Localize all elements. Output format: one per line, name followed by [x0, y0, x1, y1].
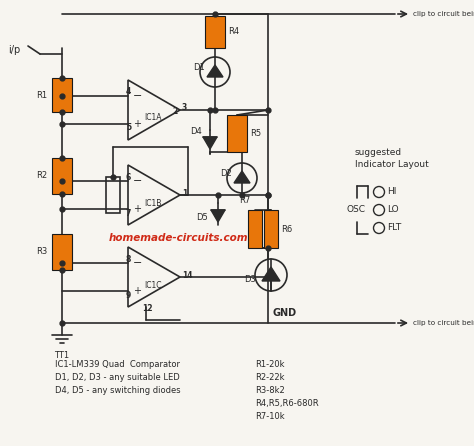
Text: D2: D2 — [220, 169, 232, 178]
Text: R2-22k: R2-22k — [255, 373, 284, 382]
Text: −: − — [133, 91, 142, 101]
Text: R6: R6 — [281, 224, 292, 234]
Text: 3: 3 — [182, 103, 187, 112]
Bar — [264, 210, 278, 248]
Polygon shape — [234, 171, 250, 183]
Text: R1: R1 — [36, 91, 47, 99]
Text: 2: 2 — [172, 107, 177, 116]
Text: D1: D1 — [193, 63, 205, 73]
Text: suggested: suggested — [355, 148, 402, 157]
Polygon shape — [203, 137, 217, 149]
Text: homemade-circuits.com: homemade-circuits.com — [108, 233, 248, 243]
Text: +: + — [133, 119, 141, 129]
Text: 9: 9 — [126, 290, 131, 300]
Text: D4, D5 - any switching diodes: D4, D5 - any switching diodes — [55, 386, 181, 395]
Text: D5: D5 — [196, 214, 208, 223]
Text: D4: D4 — [190, 128, 202, 136]
Text: GND: GND — [273, 308, 297, 318]
Bar — [52, 78, 72, 112]
Bar — [248, 210, 262, 248]
Text: TT1: TT1 — [55, 351, 70, 360]
Text: IC1B: IC1B — [144, 198, 162, 207]
Text: Indicator Layout: Indicator Layout — [355, 160, 429, 169]
Text: R4,R5,R6-680R: R4,R5,R6-680R — [255, 399, 319, 408]
Text: −: − — [133, 258, 142, 268]
Text: R7: R7 — [239, 196, 251, 205]
Text: 12: 12 — [142, 304, 153, 313]
Text: R1-20k: R1-20k — [255, 360, 284, 369]
Text: clip to circuit being probed: clip to circuit being probed — [413, 320, 474, 326]
Text: R2: R2 — [36, 172, 47, 181]
Bar — [52, 158, 72, 194]
Polygon shape — [262, 267, 280, 281]
Text: IC1-LM339 Quad  Comparator: IC1-LM339 Quad Comparator — [55, 360, 180, 369]
Text: +: + — [133, 286, 141, 296]
Text: 8: 8 — [126, 255, 131, 264]
Text: 6: 6 — [126, 173, 131, 182]
Polygon shape — [207, 65, 223, 77]
Text: R3: R3 — [36, 248, 47, 256]
Bar — [205, 16, 225, 48]
Bar — [52, 234, 72, 270]
Polygon shape — [211, 210, 225, 222]
Text: IC1A: IC1A — [144, 113, 162, 123]
Text: R5: R5 — [250, 129, 261, 138]
Bar — [106, 177, 120, 213]
Text: +: + — [133, 204, 141, 214]
Text: IC1C: IC1C — [144, 281, 162, 289]
Text: 1: 1 — [182, 189, 187, 198]
Text: R7-10k: R7-10k — [255, 412, 284, 421]
Text: FLT: FLT — [387, 223, 401, 232]
Text: 4: 4 — [126, 87, 131, 96]
Text: R4: R4 — [228, 28, 239, 37]
Text: HI: HI — [387, 187, 396, 197]
Text: i/p: i/p — [8, 45, 20, 55]
Bar — [227, 115, 247, 152]
Text: D1, D2, D3 - any suitable LED: D1, D2, D3 - any suitable LED — [55, 373, 180, 382]
Text: OSC: OSC — [347, 206, 366, 215]
Text: −: − — [133, 176, 142, 186]
Text: D3: D3 — [244, 274, 256, 284]
Text: 14: 14 — [182, 271, 192, 280]
Text: 5: 5 — [126, 124, 131, 132]
Text: 7: 7 — [126, 208, 131, 218]
Text: R3-8k2: R3-8k2 — [255, 386, 285, 395]
Text: clip to circuit being probed: clip to circuit being probed — [413, 11, 474, 17]
Text: LO: LO — [387, 206, 399, 215]
